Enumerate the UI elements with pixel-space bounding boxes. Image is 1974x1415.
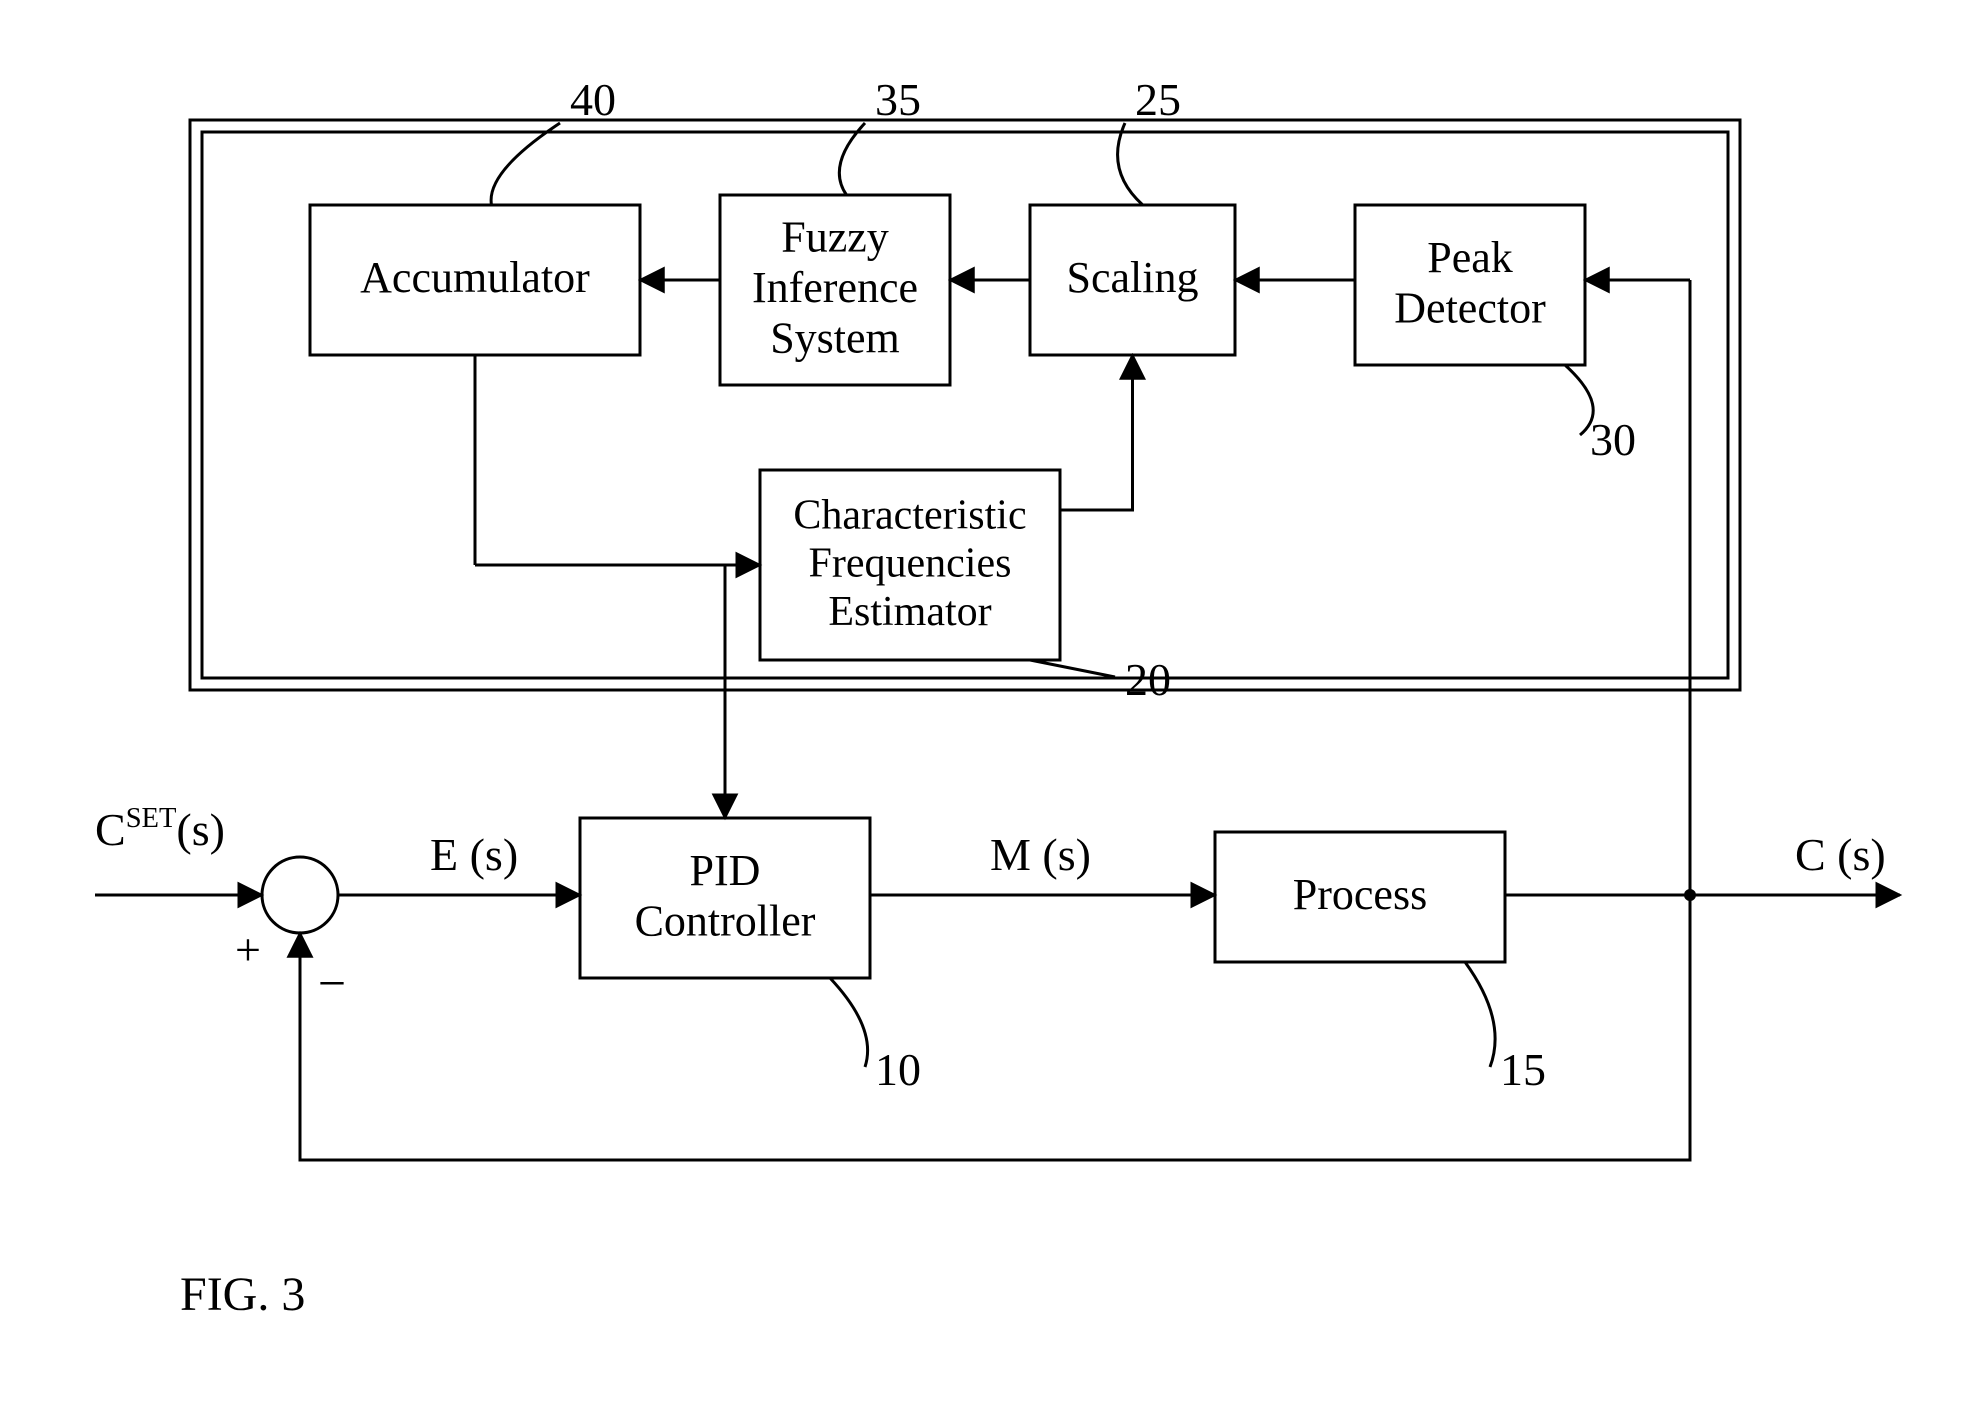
- leader-20: [1030, 660, 1115, 677]
- ref-40: 40: [570, 74, 616, 125]
- fuzzy-label: Inference: [752, 263, 918, 312]
- ref-10: 10: [875, 1044, 921, 1095]
- summing-junction: [262, 857, 338, 933]
- ref-15: 15: [1500, 1044, 1546, 1095]
- leader-40: [491, 123, 560, 205]
- cfe-label: Characteristic: [793, 492, 1026, 538]
- process-label: Process: [1293, 870, 1427, 919]
- cfe-label: Frequencies: [809, 541, 1012, 587]
- cfe-label: Estimator: [828, 589, 991, 635]
- ref-35: 35: [875, 74, 921, 125]
- ref-25: 25: [1135, 74, 1181, 125]
- wire-feedback: [300, 895, 1690, 1160]
- peak-label: Detector: [1394, 283, 1546, 332]
- label-cset: CSET(s): [95, 803, 225, 855]
- plus-sign: +: [235, 924, 261, 975]
- minus-sign: −: [318, 955, 346, 1011]
- leader-25: [1118, 123, 1143, 205]
- leader-35: [839, 123, 865, 195]
- scaling-label: Scaling: [1067, 253, 1199, 302]
- ref-30: 30: [1590, 414, 1636, 465]
- ref-20: 20: [1125, 654, 1171, 705]
- fuzzy-label: System: [770, 314, 900, 363]
- label-m: M (s): [990, 829, 1091, 880]
- figure-label: FIG. 3: [180, 1268, 305, 1321]
- leader-30: [1565, 365, 1593, 435]
- pid-label: Controller: [635, 896, 816, 945]
- accumulator-label: Accumulator: [360, 253, 590, 302]
- leader-10: [830, 978, 868, 1067]
- fuzzy-label: Fuzzy: [781, 213, 889, 262]
- peak-label: Peak: [1427, 233, 1513, 282]
- wire-cfe-scaling: [1060, 355, 1133, 510]
- label-e: E (s): [430, 829, 518, 880]
- label-c: C (s): [1795, 829, 1886, 880]
- pid-label: PID: [690, 846, 761, 895]
- leader-15: [1465, 962, 1495, 1067]
